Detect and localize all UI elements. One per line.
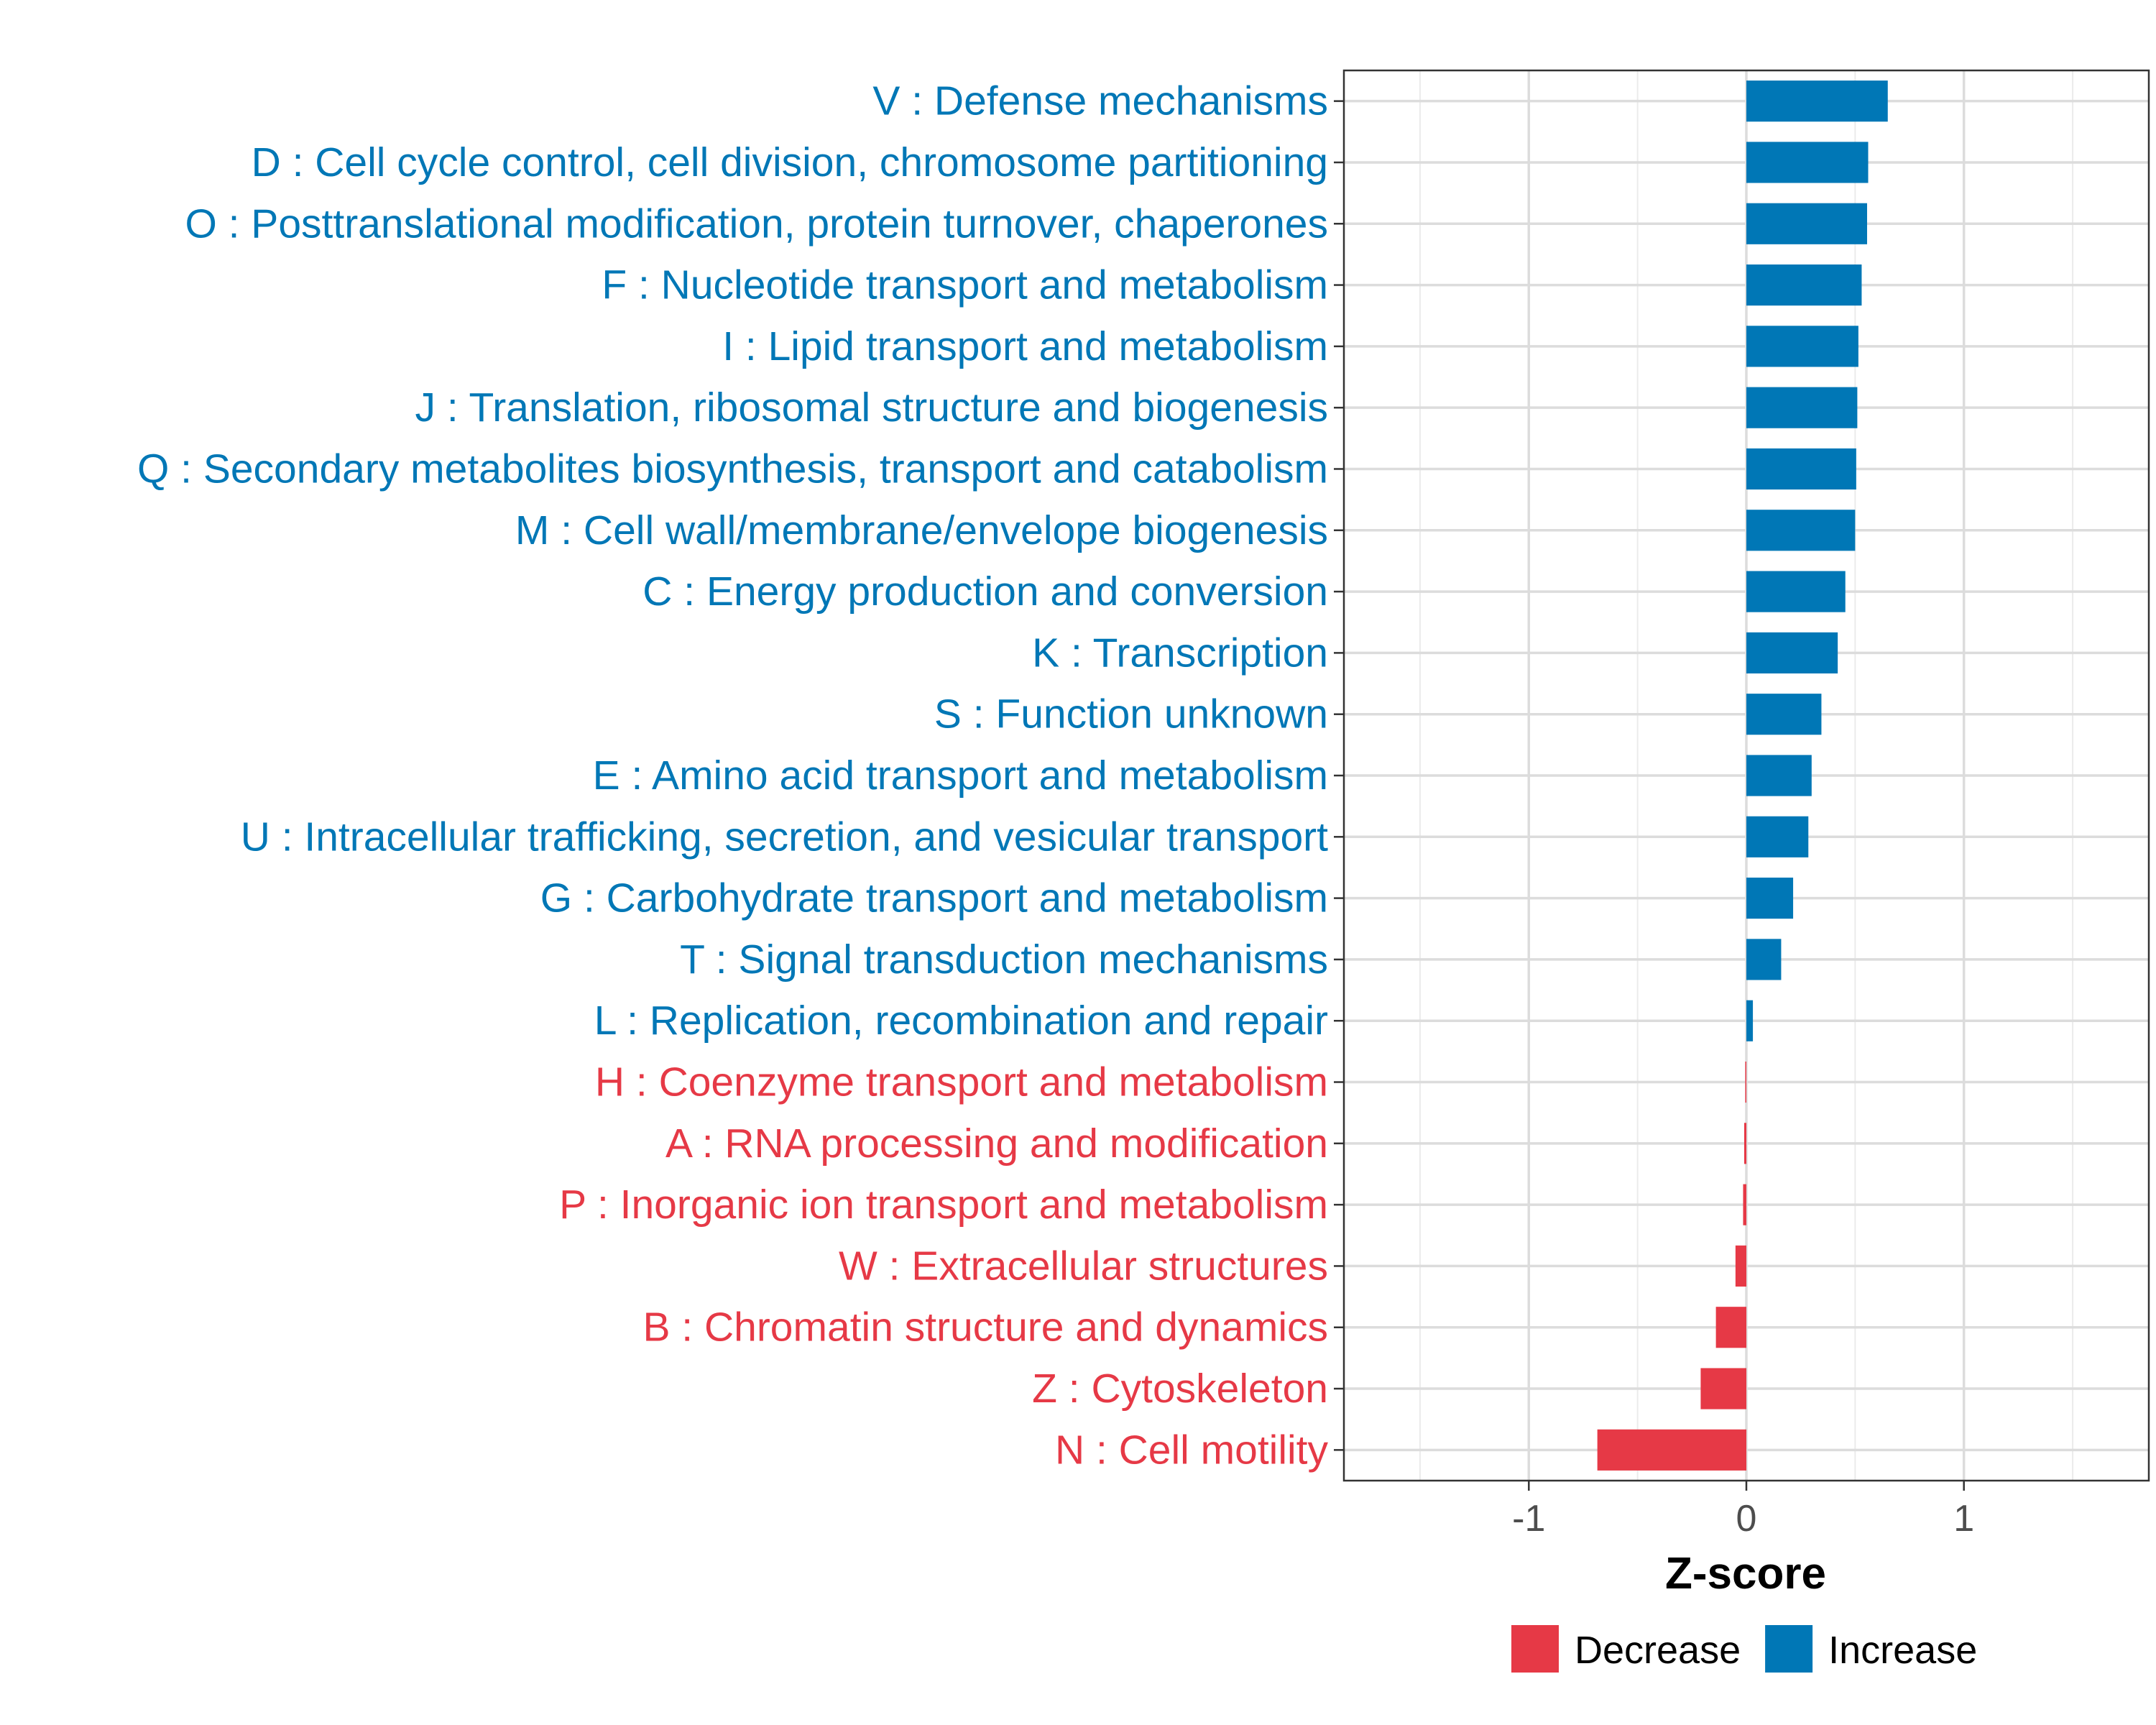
bar — [1743, 1123, 1746, 1164]
bar — [1735, 1245, 1746, 1287]
x-tick-label: -1 — [1512, 1498, 1545, 1540]
bar — [1746, 1000, 1754, 1041]
bar — [1746, 755, 1812, 796]
bar — [1746, 510, 1856, 551]
category-label: S : Function unknown — [934, 691, 1328, 737]
category-label: M : Cell wall/membrane/envelope biogenes… — [515, 507, 1328, 553]
x-axis-title: Z-score — [1665, 1549, 1826, 1598]
bar-layer — [1597, 80, 1888, 1471]
y-tick-layer — [1334, 100, 1344, 1451]
bar — [1746, 939, 1782, 980]
legend-label-increase: Increase — [1828, 1629, 1977, 1672]
category-label: I : Lipid transport and metabolism — [722, 323, 1328, 369]
category-label-layer: V : Defense mechanisms D : Cell cycle con… — [137, 78, 1329, 1473]
category-label: T : Signal transduction mechanisms — [680, 937, 1328, 983]
bar — [1746, 203, 1867, 244]
bar — [1746, 632, 1838, 673]
bar — [1746, 142, 1869, 183]
category-label: F : Nucleotide transport and metabolism — [602, 262, 1328, 308]
legend-key-increase — [1765, 1625, 1813, 1673]
category-label: D : Cell cycle control, cell division, c… — [252, 139, 1328, 185]
bar — [1745, 1061, 1746, 1103]
category-label: H : Coenzyme transport and metabolism — [595, 1059, 1328, 1105]
category-label: Q : Secondary metabolites biosynthesis, … — [137, 446, 1328, 492]
category-label: U : Intracellular trafficking, secretion… — [241, 814, 1328, 860]
bar — [1746, 326, 1858, 367]
category-label: B : Chromatin structure and dynamics — [642, 1305, 1328, 1351]
category-label: Z : Cytoskeleton — [1032, 1366, 1328, 1412]
bar — [1746, 694, 1822, 735]
category-label: E : Amino acid transport and metabolism — [593, 753, 1328, 799]
category-label: P : Inorganic ion transport and metaboli… — [559, 1182, 1328, 1228]
bar — [1746, 387, 1858, 428]
bar — [1715, 1307, 1746, 1348]
bar — [1743, 1184, 1746, 1225]
category-label: L : Replication, recombination and repai… — [594, 998, 1328, 1044]
category-label: K : Transcription — [1032, 630, 1328, 676]
category-label: O : Posttranslational modification, prot… — [185, 201, 1328, 247]
bar — [1746, 878, 1794, 919]
legend-label-decrease: Decrease — [1575, 1629, 1741, 1672]
bar — [1746, 80, 1888, 122]
x-tick-label: 0 — [1736, 1498, 1757, 1540]
category-label: C : Energy production and conversion — [642, 569, 1328, 615]
legend-key-decrease — [1511, 1625, 1559, 1673]
category-label: W : Extracellular structures — [839, 1243, 1328, 1289]
bar — [1746, 816, 1809, 857]
bar — [1746, 448, 1856, 490]
legend: Decrease Increase — [1511, 1625, 1977, 1673]
category-label: A : RNA processing and modification — [665, 1121, 1328, 1167]
category-label: N : Cell motility — [1055, 1427, 1329, 1473]
category-label: V : Defense mechanisms — [872, 78, 1328, 124]
category-label: G : Carbohydrate transport and metabolis… — [540, 875, 1328, 921]
bar — [1597, 1429, 1746, 1471]
bar — [1700, 1368, 1746, 1409]
bar — [1746, 264, 1862, 306]
category-label: J : Translation, ribosomal structure and… — [415, 385, 1328, 431]
bar — [1746, 571, 1846, 612]
x-tick-label: 1 — [1953, 1498, 1974, 1540]
x-axis-layer: -1 0 1 — [1512, 1481, 1974, 1540]
